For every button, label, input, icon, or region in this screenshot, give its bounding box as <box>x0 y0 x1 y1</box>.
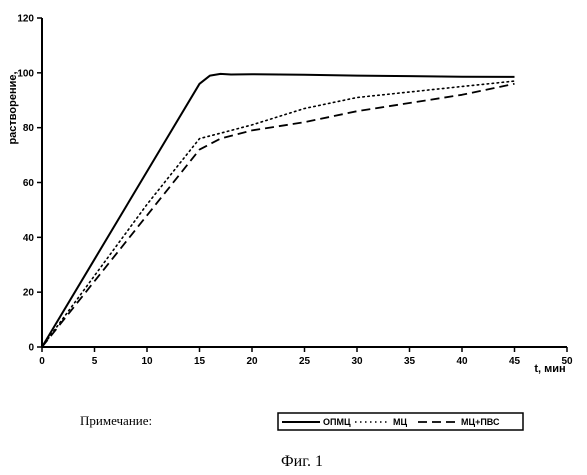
x-tick-label: 45 <box>509 356 521 367</box>
y-axis-label: растворение, <box>7 71 19 144</box>
y-tick-label: 40 <box>23 233 35 244</box>
series-line-0 <box>42 74 515 347</box>
legend: ОПМЦ МЦ МЦ+ПВС <box>278 413 523 430</box>
x-tick-label: 40 <box>456 356 468 367</box>
legend-label-mc-pvs: МЦ+ПВС <box>461 417 500 427</box>
legend-label-opmc: ОПМЦ <box>323 417 351 427</box>
x-tick-label: 35 <box>404 356 416 367</box>
series-line-1 <box>42 81 515 347</box>
x-tick-label: 15 <box>194 356 206 367</box>
y-tick-label: 80 <box>23 123 35 134</box>
y-tick-label: 120 <box>17 14 34 25</box>
x-tick-label: 0 <box>39 356 45 367</box>
series-group <box>42 74 515 347</box>
x-tick-label: 5 <box>92 356 98 367</box>
x-tick-label: 10 <box>141 356 153 367</box>
x-tick-label: 20 <box>246 356 258 367</box>
legend-label-mc: МЦ <box>393 417 407 427</box>
y-tick-label: 20 <box>23 288 35 299</box>
x-axis-label: t, мин <box>534 363 565 375</box>
x-tick-label: 30 <box>351 356 363 367</box>
x-tick-label: 25 <box>299 356 311 367</box>
y-tick-label: 100 <box>17 68 34 79</box>
y-ticks: 0 20 40 60 80 100 120 <box>17 14 42 354</box>
series-line-2 <box>42 84 515 347</box>
x-ticks: 05101520253035404550 <box>39 347 573 367</box>
y-tick-label: 60 <box>23 178 35 189</box>
y-tick-label: 0 <box>28 343 34 354</box>
figure-caption: Фиг. 1 <box>281 453 323 470</box>
note-label: Примечание: <box>80 413 152 428</box>
